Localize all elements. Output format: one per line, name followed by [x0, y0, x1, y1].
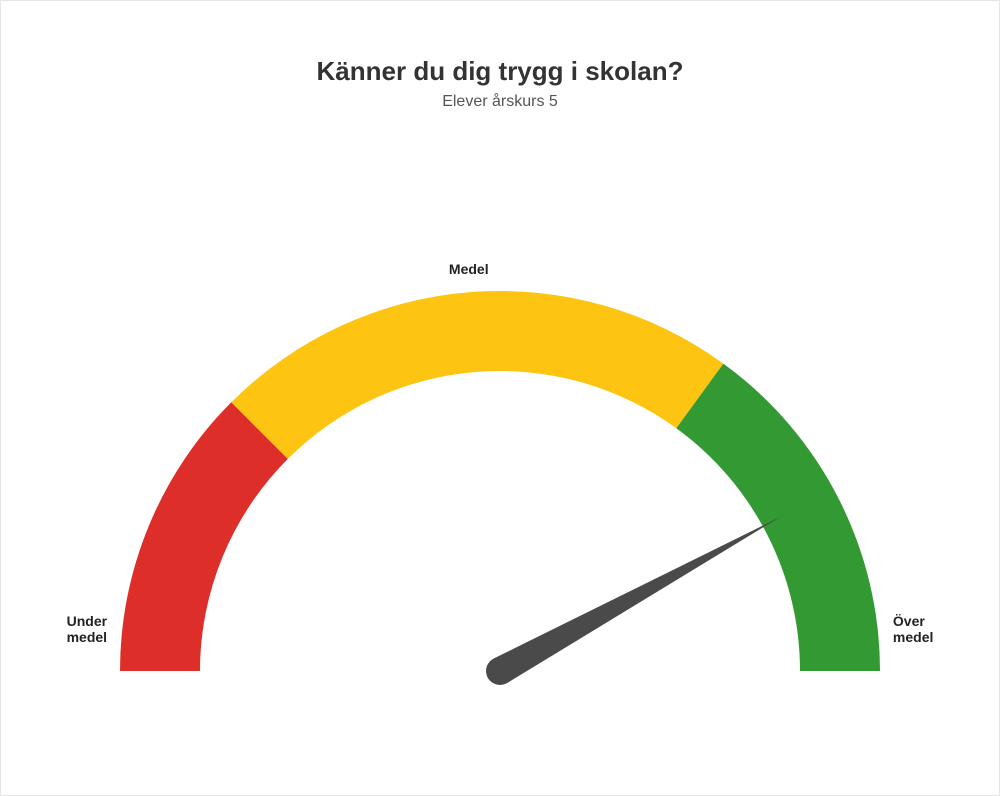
- gauge-segment-1: [231, 291, 723, 459]
- gauge-svg: Undermedel Medel Övermedel: [50, 151, 950, 711]
- chart-frame: Känner du dig trygg i skolan? Elever års…: [0, 0, 1000, 796]
- gauge-needle-hub: [486, 657, 514, 685]
- gauge-segment-label-2: Övermedel: [893, 613, 933, 645]
- gauge-segment-label-1: Medel: [449, 261, 489, 277]
- gauge-segment-2: [676, 364, 880, 671]
- gauge-needle: [493, 517, 780, 683]
- gauge-chart: Undermedel Medel Övermedel: [50, 151, 950, 711]
- chart-title: Känner du dig trygg i skolan?: [1, 56, 999, 87]
- gauge-segment-0: [120, 402, 288, 671]
- titles: Känner du dig trygg i skolan? Elever års…: [1, 56, 999, 111]
- chart-subtitle: Elever årskurs 5: [1, 93, 999, 111]
- gauge-segment-label-0: Undermedel: [67, 613, 108, 645]
